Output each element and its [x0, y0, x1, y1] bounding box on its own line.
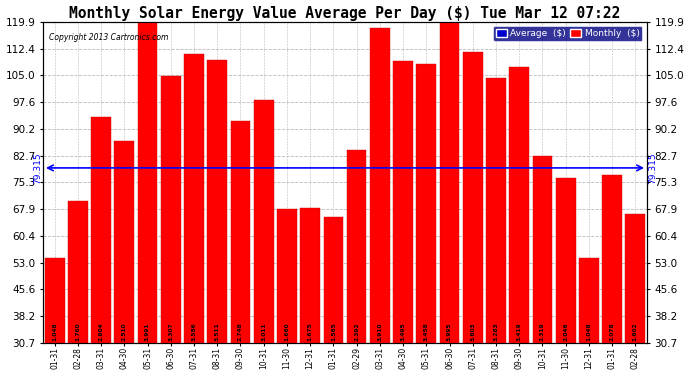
Bar — [625, 214, 645, 343]
Bar — [370, 27, 390, 343]
Bar — [208, 60, 227, 343]
Text: 2.510: 2.510 — [122, 322, 127, 341]
Text: 1.048: 1.048 — [586, 322, 591, 341]
Bar — [115, 141, 135, 343]
Bar — [440, 21, 460, 343]
Text: 3.511: 3.511 — [215, 322, 219, 341]
Text: 79.315: 79.315 — [648, 152, 657, 184]
Title: Monthly Solar Energy Value Average Per Day ($) Tue Mar 12 07:22: Monthly Solar Energy Value Average Per D… — [70, 6, 620, 21]
Text: 3.458: 3.458 — [424, 322, 428, 341]
Bar — [579, 258, 599, 343]
Text: 3.991: 3.991 — [145, 323, 150, 341]
Text: Copyright 2013 Cartronics.com: Copyright 2013 Cartronics.com — [49, 33, 168, 42]
Text: 1.602: 1.602 — [633, 322, 638, 341]
Text: 3.603: 3.603 — [471, 322, 475, 341]
Bar — [509, 67, 529, 343]
Text: 1.660: 1.660 — [284, 322, 289, 341]
Bar — [300, 208, 320, 343]
Bar — [463, 53, 482, 343]
Bar — [533, 156, 552, 343]
Bar — [417, 64, 436, 343]
Bar — [68, 201, 88, 343]
Text: 79.315: 79.315 — [33, 152, 42, 184]
Bar — [138, 21, 157, 343]
Bar — [91, 117, 111, 343]
Bar — [555, 178, 575, 343]
Text: 3.419: 3.419 — [517, 322, 522, 341]
Bar — [602, 176, 622, 343]
Text: 3.910: 3.910 — [377, 323, 382, 341]
Text: 3.307: 3.307 — [168, 322, 173, 341]
Bar — [393, 61, 413, 343]
Bar — [347, 150, 366, 343]
Text: 2.046: 2.046 — [563, 322, 568, 341]
Bar — [324, 217, 343, 343]
Bar — [161, 76, 181, 343]
Bar — [45, 258, 65, 343]
Text: 1.048: 1.048 — [52, 322, 57, 341]
Bar — [230, 121, 250, 343]
Text: 1.675: 1.675 — [308, 322, 313, 341]
Bar — [277, 209, 297, 343]
Text: 1.760: 1.760 — [75, 322, 81, 341]
Bar — [184, 54, 204, 343]
Text: 2.078: 2.078 — [609, 322, 615, 341]
Text: 2.392: 2.392 — [354, 322, 359, 341]
Text: 3.283: 3.283 — [493, 322, 498, 341]
Bar — [486, 78, 506, 343]
Text: 3.495: 3.495 — [401, 322, 406, 341]
Text: 2.748: 2.748 — [238, 322, 243, 341]
Text: 1.565: 1.565 — [331, 322, 336, 341]
Text: 3.586: 3.586 — [192, 322, 197, 341]
Text: 2.319: 2.319 — [540, 322, 545, 341]
Bar — [254, 100, 273, 343]
Text: 3.011: 3.011 — [262, 322, 266, 341]
Legend: Average  ($), Monthly  ($): Average ($), Monthly ($) — [493, 26, 642, 40]
Text: 3.995: 3.995 — [447, 323, 452, 341]
Text: 2.804: 2.804 — [99, 322, 103, 341]
